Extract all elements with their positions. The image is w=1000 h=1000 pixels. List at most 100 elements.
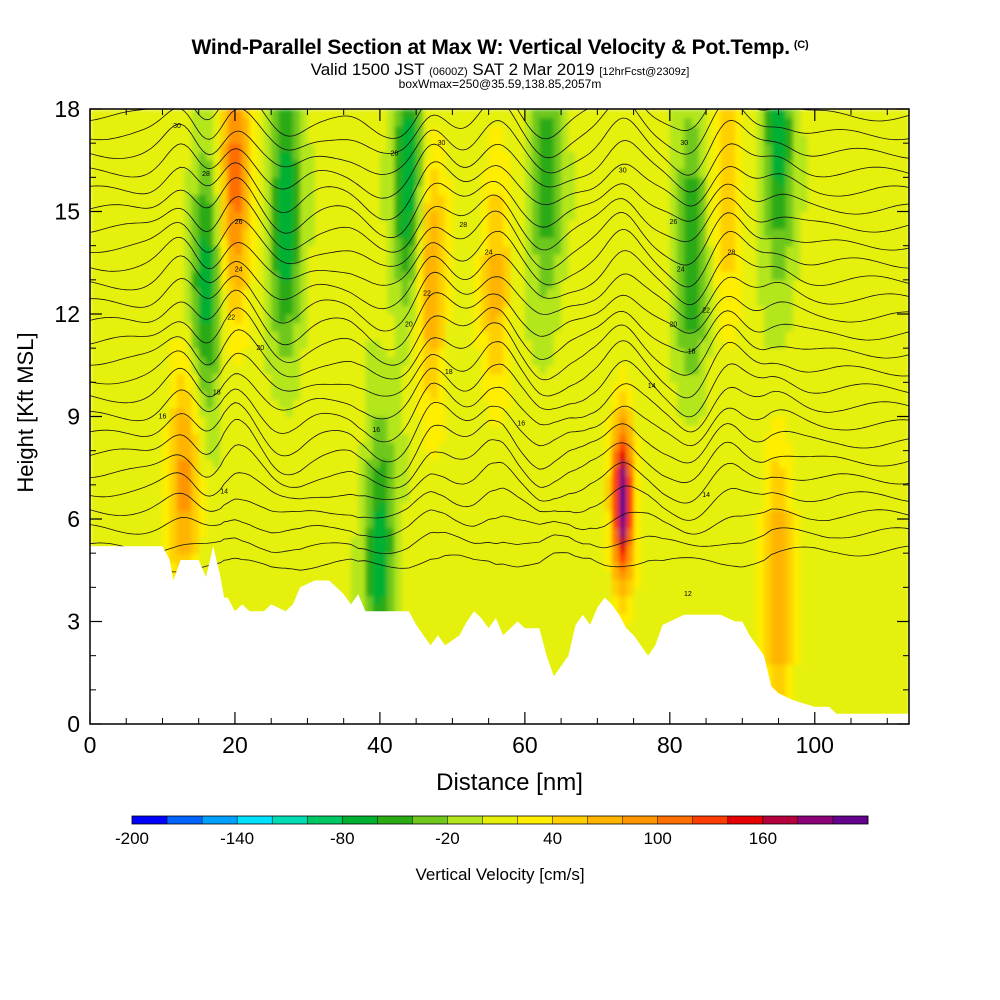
velocity-cell: [423, 570, 432, 580]
velocity-cell: [582, 279, 591, 289]
velocity-cell: [155, 177, 164, 187]
velocity-cell: [292, 527, 301, 537]
velocity-cell: [503, 553, 511, 563]
velocity-cell: [553, 185, 562, 196]
velocity-cell: [213, 356, 222, 366]
velocity-cell: [510, 109, 519, 119]
velocity-cell: [387, 134, 396, 144]
velocity-cell: [575, 433, 584, 443]
velocity-cell: [285, 570, 294, 580]
velocity-cell: [133, 262, 142, 272]
velocity-cell: [205, 382, 214, 392]
velocity-cell: [379, 262, 388, 272]
velocity-cell: [423, 126, 432, 136]
velocity-cell: [445, 373, 453, 383]
velocity-cell: [227, 348, 236, 358]
velocity-cell: [184, 442, 193, 452]
velocity-cell: [292, 168, 301, 178]
velocity-cell: [198, 501, 207, 512]
velocity-cell: [336, 536, 345, 546]
velocity-cell: [423, 177, 432, 187]
velocity-cell: [111, 168, 120, 178]
velocity-cell: [271, 288, 280, 298]
velocity-cell: [358, 296, 367, 307]
velocity-cell: [481, 279, 490, 289]
velocity-cell: [575, 390, 584, 401]
velocity-cell: [510, 536, 519, 546]
velocity-cell: [242, 433, 251, 443]
velocity-cell: [532, 245, 540, 255]
velocity-cell: [575, 202, 584, 213]
velocity-cell: [401, 450, 410, 460]
velocity-cell: [169, 382, 178, 392]
velocity-cell: [561, 202, 569, 213]
velocity-cell: [387, 202, 396, 213]
velocity-cell: [162, 348, 171, 358]
velocity-cell: [176, 390, 185, 401]
velocity-cell: [292, 151, 301, 161]
velocity-cell: [503, 339, 511, 349]
velocity-cell: [561, 339, 569, 349]
velocity-cell: [292, 211, 301, 221]
velocity-cell: [198, 296, 207, 307]
velocity-cell: [459, 476, 468, 486]
velocity-cell: [408, 194, 417, 204]
velocity-cell: [97, 373, 106, 383]
velocity-cell: [350, 168, 359, 178]
velocity-cell: [285, 416, 294, 426]
velocity-cell: [495, 484, 504, 494]
velocity-cell: [126, 279, 135, 289]
velocity-cell: [234, 126, 243, 136]
velocity-cell: [256, 296, 265, 307]
velocity-cell: [546, 382, 555, 392]
velocity-cell: [140, 493, 149, 503]
velocity-cell: [242, 117, 251, 127]
velocity-cell: [249, 185, 258, 196]
velocity-cell: [220, 288, 229, 298]
velocity-cell: [162, 450, 171, 460]
velocity-cell: [517, 553, 526, 563]
velocity-cell: [437, 493, 446, 503]
velocity-cell: [249, 365, 258, 375]
velocity-cell: [568, 202, 577, 213]
velocity-cell: [553, 501, 562, 512]
velocity-cell: [532, 271, 540, 281]
velocity-cell: [437, 288, 446, 298]
velocity-cell: [184, 288, 193, 298]
velocity-cell: [169, 109, 178, 119]
velocity-cell: [582, 356, 591, 366]
velocity-cell: [524, 126, 533, 136]
velocity-cell: [133, 442, 142, 452]
velocity-cell: [126, 220, 135, 230]
velocity-cell: [568, 587, 577, 597]
velocity-cell: [292, 228, 301, 238]
velocity-cell: [524, 228, 533, 238]
velocity-cell: [510, 126, 519, 136]
velocity-cell: [205, 126, 214, 136]
velocity-cell: [379, 117, 388, 127]
velocity-cell: [495, 450, 504, 460]
velocity-cell: [321, 442, 330, 452]
velocity-cell: [256, 536, 265, 546]
velocity-cell: [459, 425, 468, 435]
velocity-cell: [169, 527, 178, 537]
velocity-cell: [561, 126, 569, 136]
velocity-cell: [582, 365, 591, 375]
velocity-cell: [133, 254, 142, 264]
velocity-cell: [314, 476, 323, 486]
velocity-cell: [184, 160, 193, 170]
velocity-cell: [133, 510, 142, 520]
velocity-cell: [445, 143, 453, 153]
velocity-cell: [553, 536, 562, 546]
velocity-cell: [575, 356, 584, 366]
velocity-cell: [517, 305, 526, 315]
velocity-cell: [582, 305, 591, 315]
velocity-cell: [249, 527, 258, 537]
velocity-cell: [278, 296, 287, 307]
velocity-cell: [358, 262, 367, 272]
velocity-cell: [408, 519, 417, 529]
velocity-cell: [517, 390, 526, 401]
velocity-cell: [445, 126, 453, 136]
chart-subtitle: Valid 1500 JST (0600Z) SAT 2 Mar 2019 [1…: [0, 60, 1000, 80]
velocity-cell: [191, 544, 200, 554]
